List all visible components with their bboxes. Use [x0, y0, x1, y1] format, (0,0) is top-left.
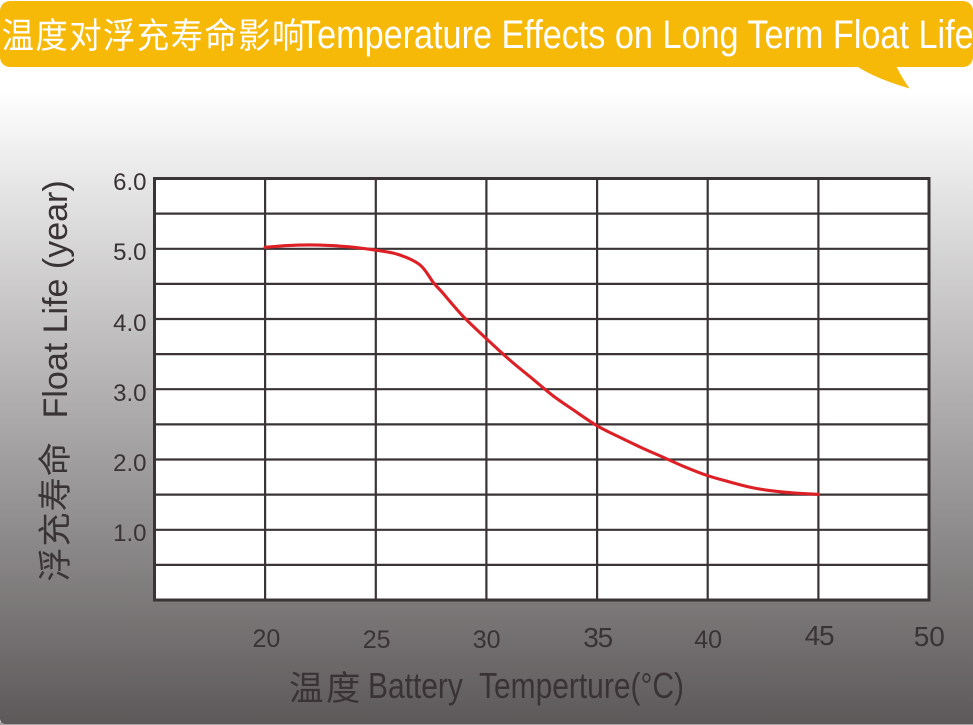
svg-text:Float Life (year): Float Life (year) [37, 180, 75, 418]
